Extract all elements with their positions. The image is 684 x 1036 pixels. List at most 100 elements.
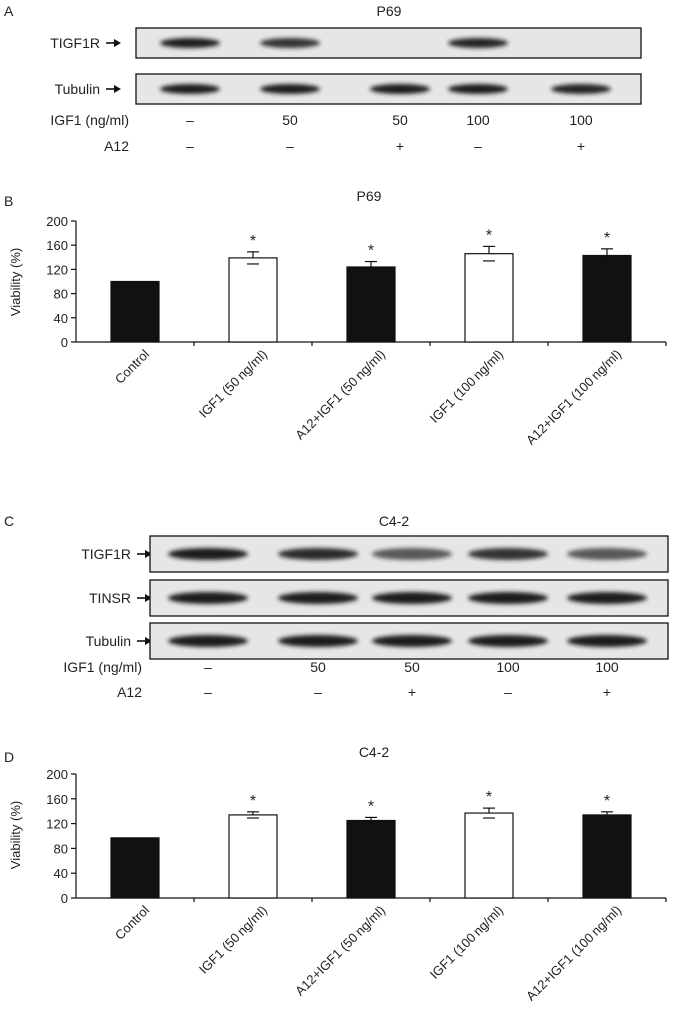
blot-label-tigf1r: TIGF1R (81, 546, 131, 562)
chart-d: 0 40 80 120 160 200 Control * IGF1 (50 ng/ml) * A1… (46, 767, 667, 1004)
treatment-value: + (603, 684, 611, 700)
y-tick-label: 200 (46, 767, 68, 782)
y-tick-label: 80 (54, 287, 68, 302)
band (278, 592, 358, 604)
significance-marker: * (486, 789, 492, 806)
significance-marker: * (368, 243, 374, 260)
panel-b: B P69 Viability (%) 0 40 80 120 160 200 Contro… (4, 188, 667, 448)
chart-b-ylabel: Viability (%) (8, 248, 23, 316)
band (372, 548, 452, 560)
band (448, 38, 508, 48)
panel-a: A P69 TIGF1R Tubulin IGF1 (ng/ml) – 50 50 100 1… (4, 3, 642, 154)
arrow-icon (145, 594, 152, 602)
blot-label-tubulin: Tubulin (55, 81, 100, 97)
treatment-value: – (314, 684, 322, 700)
panel-a-letter: A (4, 3, 14, 19)
chart-d-title: C4-2 (359, 744, 390, 760)
chart-d-ylabel: Viability (%) (8, 801, 23, 869)
significance-marker: * (250, 793, 256, 810)
arrow-icon (145, 637, 152, 645)
blot-a: TIGF1R Tubulin IGF1 (ng/ml) – 50 50 100 100 A12 –… (50, 27, 642, 154)
bar-2 (228, 257, 278, 343)
bar-1 (110, 280, 160, 343)
band (278, 635, 358, 647)
panel-b-letter: B (4, 193, 13, 209)
category-label: A12+IGF1 (100 ng/ml) (523, 903, 624, 1004)
blot-label-tinsr: TINSR (89, 590, 131, 606)
band (168, 548, 248, 560)
significance-marker: * (486, 227, 492, 244)
treatment-label: IGF1 (ng/ml) (63, 659, 142, 675)
treatment-value: – (204, 659, 212, 675)
category-label: Control (112, 902, 152, 942)
y-tick-label: 160 (46, 792, 68, 807)
treatment-value: + (408, 684, 416, 700)
y-tick-label: 200 (46, 214, 68, 229)
chart-b: 0 40 80 120 160 200 Control * IGF1 (50 ng/ml) * A1… (46, 214, 667, 448)
band (168, 635, 248, 647)
category-label: A12+IGF1 (50 ng/ml) (292, 347, 388, 443)
treatment-value: – (186, 112, 194, 128)
band (168, 592, 248, 604)
treatment-value: 100 (496, 659, 520, 675)
band (260, 38, 320, 48)
bar-3 (346, 266, 396, 343)
band (468, 592, 548, 604)
panel-d: D C4-2 Viability (%) 0 40 80 120 160 200 Contr… (4, 744, 667, 1004)
band (160, 84, 220, 94)
significance-marker: * (604, 793, 610, 810)
significance-marker: * (604, 230, 610, 247)
y-tick-label: 120 (46, 262, 68, 277)
category-label: IGF1 (50 ng/ml) (196, 347, 270, 421)
band (468, 635, 548, 647)
band (278, 548, 358, 560)
band (551, 84, 611, 94)
treatment-value: + (396, 138, 404, 154)
bar-1 (110, 837, 160, 899)
treatment-value: – (286, 138, 294, 154)
band (160, 38, 220, 48)
blot-membrane (135, 27, 642, 59)
arrow-icon (114, 39, 121, 47)
chart-b-title: P69 (357, 188, 382, 204)
category-label: Control (112, 346, 152, 386)
band (372, 592, 452, 604)
treatment-value: 100 (569, 112, 593, 128)
band (370, 84, 430, 94)
treatment-value: 50 (392, 112, 408, 128)
band (448, 84, 508, 94)
panel-c-letter: C (4, 513, 14, 529)
blot-label-tubulin: Tubulin (86, 633, 131, 649)
band (567, 548, 647, 560)
bar-4 (464, 812, 514, 899)
band (567, 592, 647, 604)
blot-c: TIGF1R TINSR Tubulin IGF1 (ng/ml) – 50 50 100 10… (63, 535, 669, 700)
y-tick-label: 160 (46, 238, 68, 253)
bar-4 (464, 253, 514, 343)
category-label: IGF1 (100 ng/ml) (427, 347, 506, 426)
band (260, 84, 320, 94)
category-label: IGF1 (50 ng/ml) (196, 903, 270, 977)
panel-d-letter: D (4, 749, 14, 765)
treatment-label: A12 (117, 684, 142, 700)
blot-label-tigf1r: TIGF1R (50, 35, 100, 51)
panel-a-title: P69 (377, 3, 402, 19)
y-tick-label: 40 (54, 866, 68, 881)
significance-marker: * (250, 233, 256, 250)
panel-c: C C4-2 TIGF1R TINSR Tubulin IGF1 (ng/ml) – 50… (4, 513, 669, 700)
bar-3 (346, 819, 396, 899)
band (567, 635, 647, 647)
treatment-value: – (504, 684, 512, 700)
y-tick-label: 120 (46, 817, 68, 832)
bar-5 (582, 814, 632, 899)
y-tick-label: 0 (61, 335, 68, 350)
y-tick-label: 40 (54, 311, 68, 326)
treatment-label: A12 (104, 138, 129, 154)
treatment-value: 50 (404, 659, 420, 675)
band (372, 635, 452, 647)
arrow-icon (145, 550, 152, 558)
panel-c-title: C4-2 (379, 513, 410, 529)
treatment-value: – (186, 138, 194, 154)
category-label: A12+IGF1 (100 ng/ml) (523, 347, 624, 448)
treatment-value: – (204, 684, 212, 700)
